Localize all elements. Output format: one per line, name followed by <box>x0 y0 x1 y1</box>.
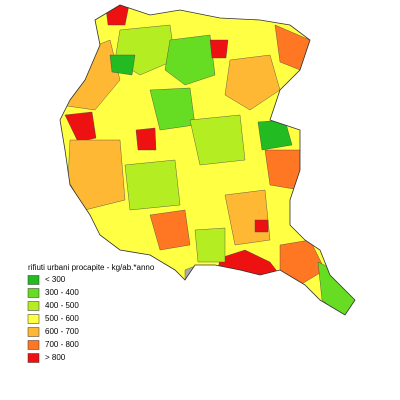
legend-swatch <box>27 314 40 324</box>
legend-label: 500 - 600 <box>45 314 79 323</box>
legend-swatch <box>27 353 40 363</box>
municipality <box>264 149 301 191</box>
municipality <box>254 219 269 233</box>
municipality <box>135 127 157 151</box>
legend-swatch <box>27 301 40 311</box>
legend-label: < 300 <box>45 275 66 284</box>
legend-label: 700 - 800 <box>45 340 79 349</box>
municipality <box>64 111 97 143</box>
legend: < 300 300 - 400 400 - 500 500 - 600 600 - 70… <box>27 275 79 363</box>
municipality <box>209 39 229 59</box>
legend-label: > 800 <box>45 353 66 362</box>
legend-swatch <box>27 275 40 285</box>
legend-label: 300 - 400 <box>45 288 79 297</box>
municipality <box>279 239 326 286</box>
legend-swatch <box>27 340 40 350</box>
municipality <box>164 34 216 86</box>
municipality <box>194 227 226 263</box>
municipality <box>149 209 191 251</box>
municipality <box>67 139 126 211</box>
legend-label: 600 - 700 <box>45 327 79 336</box>
municipality <box>224 54 281 111</box>
municipality <box>109 54 136 76</box>
legend-label: 400 - 500 <box>45 301 79 310</box>
municipality <box>124 159 181 211</box>
municipality <box>257 119 293 151</box>
municipality <box>189 114 246 166</box>
municipality <box>317 261 355 315</box>
legend-swatch <box>27 288 40 298</box>
legend-title: rifiuti urbani procapite - kg/ab.*anno <box>28 263 155 272</box>
legend-swatch <box>27 327 40 337</box>
